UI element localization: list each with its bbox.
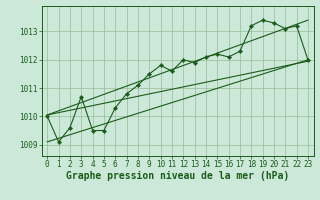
X-axis label: Graphe pression niveau de la mer (hPa): Graphe pression niveau de la mer (hPa) (66, 171, 289, 181)
